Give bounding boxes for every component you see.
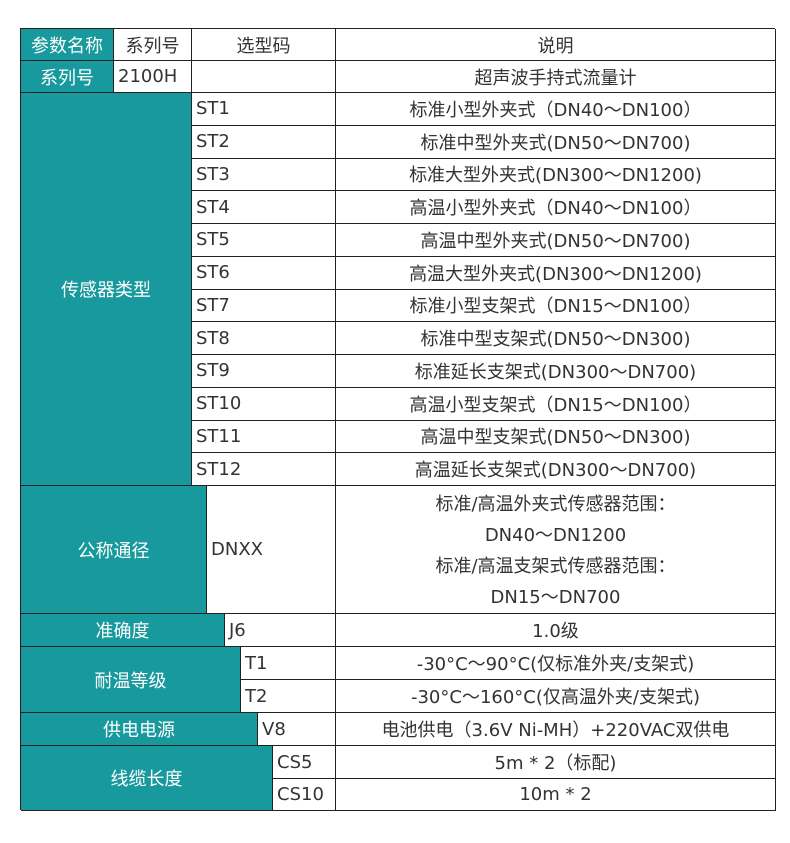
- diameter-line: 标准/高温支架式传感器范围：: [435, 555, 676, 577]
- accuracy-label: 准确度: [21, 614, 225, 647]
- sensor-desc: 高温小型支架式（DN15～DN100）: [336, 387, 776, 421]
- sensor-code: ST2: [192, 125, 336, 159]
- accuracy-desc: 1.0级: [336, 614, 776, 647]
- temp-code: T1: [241, 647, 336, 680]
- sensor-code: ST11: [192, 420, 336, 454]
- temp-label: 耐温等级: [21, 647, 241, 713]
- header-code: 选型码: [192, 29, 336, 61]
- header-series: 系列号: [114, 29, 192, 61]
- power-label: 供电电源: [21, 713, 258, 746]
- cable-code: CS5: [273, 746, 336, 779]
- sensor-code: ST12: [192, 453, 336, 486]
- sensor-code: ST1: [192, 93, 336, 126]
- cable-label: 线缆长度: [21, 746, 273, 811]
- selection-table: 参数名称 系列号 选型码 说明 系列号 2100H 超声波手持式流量计 传感器类…: [20, 28, 776, 811]
- sensor-code: ST4: [192, 191, 336, 224]
- cable-code: CS10: [273, 779, 336, 811]
- sensor-desc: 标准延长支架式(DN300～DN700): [336, 355, 776, 388]
- sensor-code: ST9: [192, 355, 336, 388]
- sensor-desc: 标准小型支架式（DN15～DN100）: [336, 289, 776, 323]
- sensor-label: 传感器类型: [21, 93, 192, 486]
- diameter-code: DNXX: [207, 486, 336, 614]
- temp-code: T2: [241, 680, 336, 713]
- diameter-label: 公称通径: [21, 486, 207, 614]
- temp-desc: -30°C～160°C(仅高温外夹/支架式): [336, 680, 776, 713]
- sensor-code: ST6: [192, 256, 336, 290]
- sensor-desc: 标准大型外夹式(DN300～DN1200): [336, 158, 776, 192]
- sensor-desc: 标准中型支架式(DN50～DN300): [336, 322, 776, 355]
- header-desc: 说明: [336, 29, 776, 61]
- sensor-code: ST7: [192, 289, 336, 323]
- power-code: V8: [258, 713, 336, 746]
- sensor-desc: 标准中型外夹式(DN50～DN700): [336, 125, 776, 159]
- sensor-code: ST3: [192, 158, 336, 192]
- cable-desc: 10m * 2: [336, 779, 776, 811]
- sensor-desc: 标准小型外夹式（DN40～DN100）: [336, 93, 776, 126]
- accuracy-code: J6: [225, 614, 336, 647]
- sensor-desc: 高温延长支架式(DN300～DN700): [336, 453, 776, 486]
- sensor-desc: 高温中型外夹式(DN50～DN700): [336, 224, 776, 257]
- series-code: 2100H: [114, 61, 192, 93]
- diameter-line: DN40～DN1200: [484, 525, 627, 547]
- sensor-desc: 高温小型外夹式（DN40～DN100）: [336, 191, 776, 224]
- diameter-desc: 标准/高温外夹式传感器范围： DN40～DN1200 标准/高温支架式传感器范围…: [336, 486, 776, 614]
- series-desc: 超声波手持式流量计: [336, 61, 776, 93]
- series-empty: [192, 61, 336, 93]
- header-param: 参数名称: [21, 29, 114, 61]
- diameter-line: DN15～DN700: [490, 586, 621, 608]
- temp-desc: -30°C～90°C(仅标准外夹/支架式): [336, 647, 776, 680]
- series-label: 系列号: [21, 61, 114, 93]
- sensor-code: ST8: [192, 322, 336, 355]
- sensor-code: ST10: [192, 387, 336, 421]
- diameter-line: 标准/高温外夹式传感器范围：: [435, 494, 676, 516]
- sensor-desc: 高温中型支架式(DN50～DN300): [336, 420, 776, 454]
- sensor-code: ST5: [192, 224, 336, 257]
- cable-desc: 5m * 2（标配): [336, 746, 776, 779]
- sensor-desc: 高温大型外夹式(DN300～DN1200): [336, 256, 776, 290]
- power-desc: 电池供电（3.6V Ni-MH）+220VAC双供电: [336, 713, 776, 746]
